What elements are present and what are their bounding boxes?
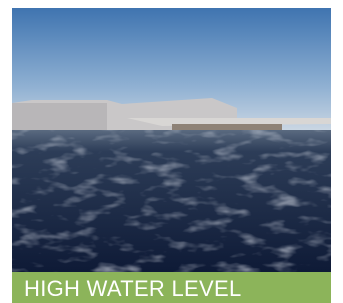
water-highlights [12, 130, 331, 272]
rendered-scene [12, 8, 331, 272]
caption: HIGH WATER LEVEL [12, 272, 331, 303]
figure-panel: HIGH WATER LEVEL [0, 0, 343, 303]
